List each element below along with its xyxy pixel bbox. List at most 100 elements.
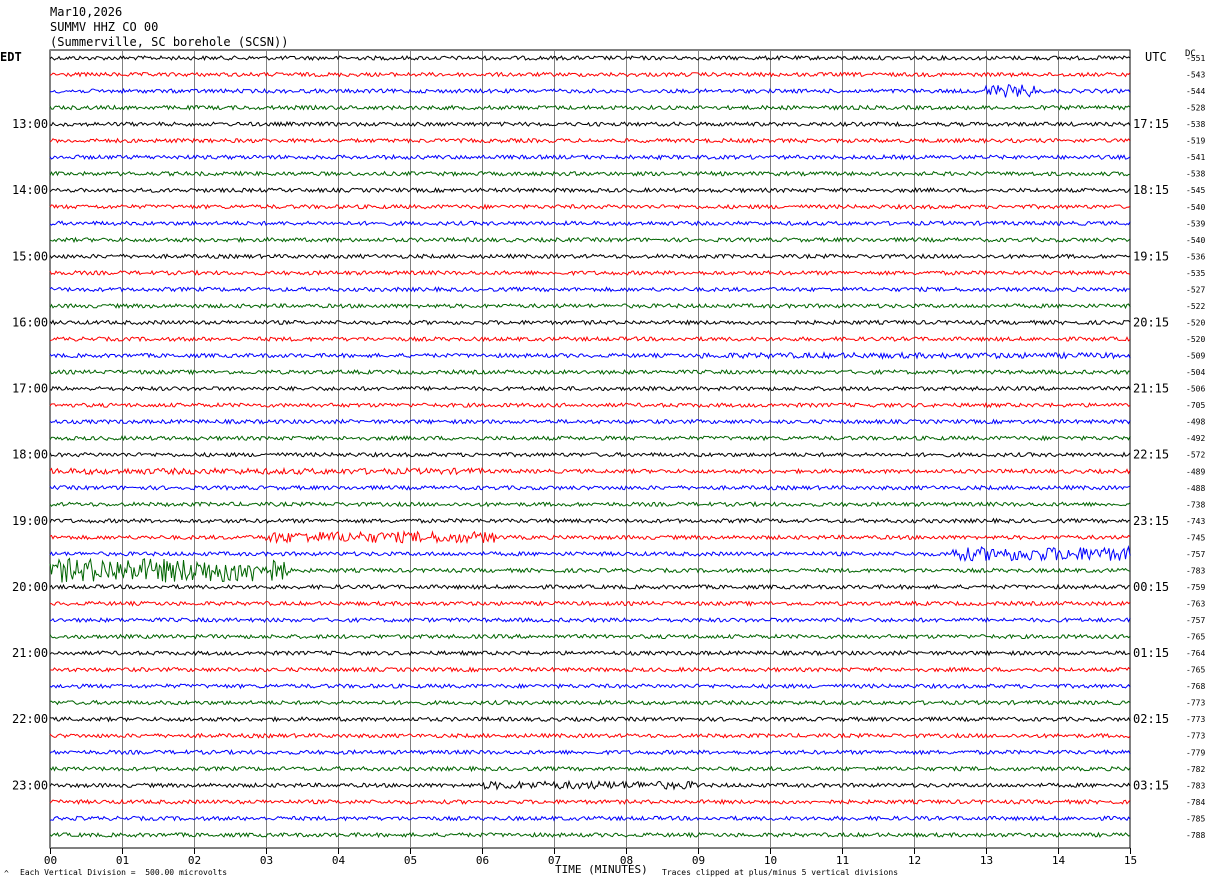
dc-offset-label: -738 [1186,500,1205,509]
left-hour-label: 20:00 [12,580,48,594]
right-hour-label: 23:15 [1133,514,1169,528]
dc-offset-label: -783 [1186,781,1205,790]
clip-note: Traces clipped at plus/minus 5 vertical … [662,868,899,877]
seismic-trace [49,815,1131,822]
seismic-trace [50,699,1131,706]
x-tick-label: 06 [476,854,489,867]
right-hour-label: 03:15 [1133,778,1169,792]
seismic-trace [49,682,1131,690]
right-hour-label: 01:15 [1133,646,1169,660]
seismic-trace [49,545,1131,563]
dc-offset-label: -705 [1186,401,1205,410]
x-axis-label: TIME (MINUTES) [555,863,648,876]
seismic-trace [49,798,1131,806]
dc-offset-label: -784 [1186,798,1205,807]
seismic-trace [49,402,1131,409]
dc-offset-label: -773 [1186,732,1205,741]
right-hour-label: 19:15 [1133,249,1169,263]
left-hour-label: 15:00 [12,249,48,263]
dc-offset-label: -492 [1186,434,1205,443]
x-tick-label: 15 [1124,854,1137,867]
dc-offset-label: -765 [1186,633,1205,642]
dc-offset-label: -540 [1186,203,1205,212]
left-hour-label: 19:00 [12,514,48,528]
right-timezone-label: UTC [1145,50,1167,64]
dc-offset-label: -489 [1186,467,1205,476]
seismic-trace [49,451,1131,458]
dc-offset-label: -773 [1186,715,1205,724]
dc-offset-label: -488 [1186,484,1205,493]
x-tick-label: 02 [188,854,201,867]
dc-offset-label: -498 [1186,418,1205,427]
seismic-trace [49,831,1131,839]
x-tick-label: 07 [548,854,561,867]
left-hour-label: 13:00 [12,117,48,131]
x-tick-label: 08 [620,854,633,867]
seismic-trace [49,187,1131,194]
dc-offset-label: -765 [1186,666,1205,675]
header-location: (Summerville, SC borehole (SCSN)) [50,35,289,49]
dc-offset-label: -757 [1186,616,1205,625]
dc-offset-label: -504 [1186,368,1205,377]
x-tick-label: 12 [908,854,921,867]
seismic-trace [49,529,1131,545]
dc-offset-label: -535 [1186,269,1205,278]
dc-offset-label: -544 [1186,87,1205,96]
dc-offset-label: -528 [1186,104,1205,113]
dc-offset-label: -522 [1186,302,1205,311]
seismic-trace [49,418,1131,425]
dc-offset-label: -572 [1186,451,1205,460]
seismic-trace [49,104,1131,111]
header-station: SUMMV HHZ CO 00 [50,20,159,34]
seismic-trace [49,765,1131,773]
corner-mark: ^ [4,869,9,878]
header-date: Mar10,2026 [50,5,123,19]
seismic-trace [49,616,1131,624]
left-hour-label: 18:00 [12,448,48,462]
seismic-trace [49,84,1131,98]
seismic-trace [49,120,1131,128]
dc-offset-label: -538 [1186,120,1205,129]
dc-offset-label: -551 [1186,54,1205,63]
seismic-trace [49,484,1131,491]
left-hour-label: 21:00 [12,646,48,660]
seismic-trace [49,269,1131,277]
seismic-trace [49,649,1131,657]
seismic-trace [49,335,1131,343]
seismic-trace [49,779,1131,791]
right-hour-label: 17:15 [1133,117,1169,131]
x-tick-label: 11 [836,854,849,867]
dc-offset-label: -540 [1186,236,1205,245]
dc-offset-label: -539 [1186,219,1205,228]
seismic-trace [49,319,1131,326]
x-tick-label: 09 [692,854,705,867]
seismic-trace [49,434,1131,442]
dc-offset-label: -783 [1186,566,1205,575]
seismic-trace [49,633,1131,640]
x-tick-label: 04 [332,854,346,867]
dc-offset-label: -541 [1186,153,1205,162]
right-hour-label: 00:15 [1133,580,1169,594]
dc-offset-label: -545 [1186,186,1205,195]
seismic-trace [49,368,1131,376]
left-hour-label: 23:00 [12,778,48,792]
seismic-trace [49,220,1131,227]
left-hour-label: 14:00 [12,183,48,197]
dc-offset-label: -757 [1186,550,1205,559]
seismic-trace [49,517,1131,525]
dc-offset-label: -536 [1186,252,1205,261]
dc-offset-label: -764 [1186,649,1205,658]
seismic-trace [49,500,1131,508]
seismic-trace [49,153,1131,161]
seismic-trace [49,71,1131,78]
seismic-trace [49,286,1131,293]
left-hour-label: 17:00 [12,382,48,396]
right-hour-label: 22:15 [1133,448,1169,462]
seismic-trace [49,385,1131,392]
dc-offset-label: -763 [1186,599,1205,608]
dc-offset-label: -527 [1186,285,1205,294]
x-tick-label: 10 [764,854,777,867]
seismic-trace [49,253,1131,260]
x-tick-label: 03 [260,854,273,867]
